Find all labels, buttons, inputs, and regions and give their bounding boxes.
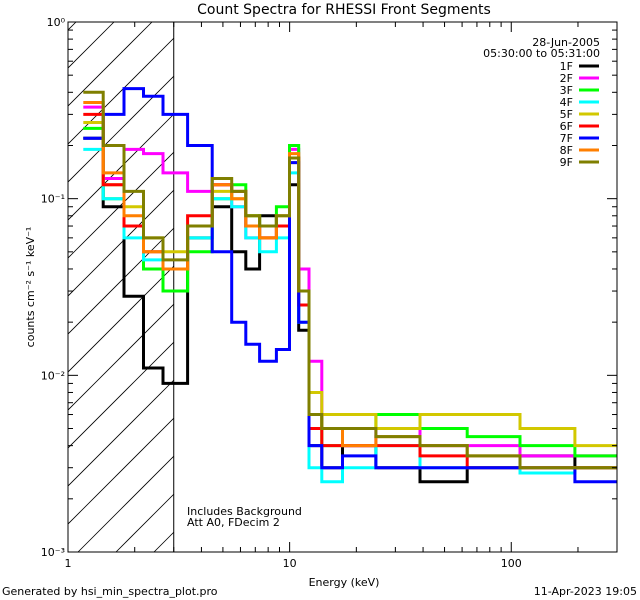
plot-frame bbox=[67, 21, 618, 553]
excluded-energy-region bbox=[68, 22, 617, 552]
legend-label: 5F bbox=[560, 108, 573, 121]
legend-label: 3F bbox=[560, 84, 573, 97]
x-tick-label: 1 bbox=[65, 557, 72, 570]
y-tick-label: 10⁻¹ bbox=[41, 193, 65, 206]
legend-label: 6F bbox=[560, 120, 573, 133]
series-7f bbox=[83, 87, 617, 484]
legend-label: 8F bbox=[560, 144, 573, 157]
time-range-label: 05:30:00 to 05:31:00 bbox=[483, 47, 600, 60]
legend-label: 4F bbox=[560, 96, 573, 109]
footer-timestamp: 11-Apr-2023 19:05 bbox=[534, 585, 637, 598]
x-axis-label: Energy (keV) bbox=[309, 576, 380, 589]
legend-label: 1F bbox=[560, 60, 573, 73]
y-tick-label: 10⁰ bbox=[47, 16, 66, 29]
annotation-attenuator: Att A0, FDecim 2 bbox=[187, 516, 280, 529]
hatch-mask bbox=[173, 22, 617, 552]
legend-label: 2F bbox=[560, 72, 573, 85]
chart-title: Count Spectra for RHESSI Front Segments bbox=[197, 2, 491, 18]
footer-generated-by: Generated by hsi_min_spectra_plot.pro bbox=[2, 585, 218, 598]
y-tick-label: 10⁻³ bbox=[41, 546, 65, 559]
series-3f bbox=[83, 126, 617, 458]
legend-label: 9F bbox=[560, 156, 573, 169]
date-label: 28-Jun-2005 bbox=[532, 36, 600, 49]
series-9f bbox=[83, 90, 617, 470]
legend-label: 7F bbox=[560, 132, 573, 145]
y-tick-label: 10⁻² bbox=[41, 369, 65, 382]
annotation-background: Includes Background bbox=[187, 505, 302, 518]
hatch-line bbox=[68, 22, 191, 145]
hatch-line bbox=[68, 22, 229, 183]
x-tick-label: 10 bbox=[283, 557, 297, 570]
y-axis-label: counts cm⁻² s⁻¹ keV⁻¹ bbox=[24, 227, 37, 348]
x-tick-label: 100 bbox=[501, 557, 522, 570]
